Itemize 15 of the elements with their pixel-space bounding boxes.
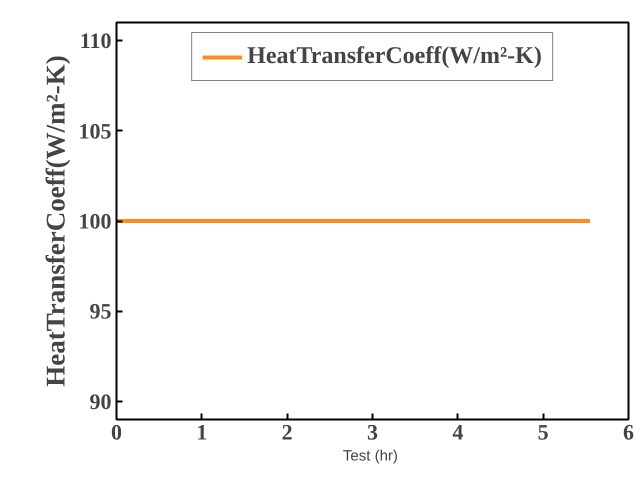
y-tick-label: 110 xyxy=(80,28,112,54)
x-tick-label: 5 xyxy=(538,420,549,444)
y-tick-label: 95 xyxy=(90,298,112,324)
x-tick-label: 3 xyxy=(367,420,378,444)
x-tick-label: 6 xyxy=(623,420,634,444)
y-axis-title: HeatTransferCoeff(W/m²-K) xyxy=(40,55,70,387)
x-tick-label: 4 xyxy=(452,420,464,444)
x-tick-label: 1 xyxy=(196,420,208,444)
y-tick-label: 100 xyxy=(78,208,112,234)
x-tick-label: 0 xyxy=(111,420,122,444)
y-tick-label: 90 xyxy=(90,388,112,414)
x-tick-label: 2 xyxy=(282,420,293,444)
y-tick-label: 105 xyxy=(78,118,112,144)
x-axis-title: Test (hr) xyxy=(342,448,398,464)
legend-label: HeatTransferCoeff(W/m²-K) xyxy=(247,43,542,70)
